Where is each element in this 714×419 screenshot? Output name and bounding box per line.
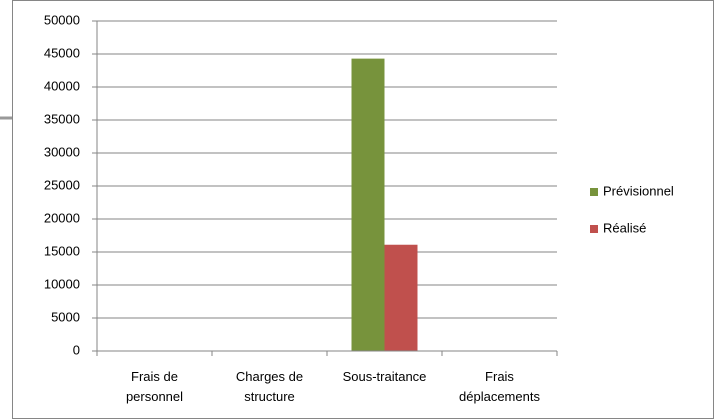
y-tick-label: 50000 [44, 12, 80, 27]
bar [384, 244, 418, 351]
y-tick-label: 10000 [44, 276, 80, 291]
x-tick-label: Sous-traitance [343, 369, 427, 384]
legend-label: Prévisionnel [603, 183, 674, 198]
legend-label: Réalisé [603, 220, 646, 235]
legend-swatch [590, 188, 598, 196]
y-tick-label: 45000 [44, 45, 80, 60]
y-tick-label: 40000 [44, 78, 80, 93]
legend-swatch [590, 225, 598, 233]
x-tick-label: Frais de personnel [126, 369, 183, 404]
x-tick-label: Charges de structure [236, 369, 303, 404]
y-tick-label: 5000 [51, 309, 80, 324]
y-tick-label: 30000 [44, 144, 80, 159]
bar [351, 58, 385, 352]
y-tick-label: 35000 [44, 111, 80, 126]
y-tick-label: 0 [73, 342, 80, 357]
y-tick-label: 20000 [44, 210, 80, 225]
x-tick-label: Frais déplacements [459, 369, 540, 404]
y-tick-label: 25000 [44, 177, 80, 192]
y-tick-label: 15000 [44, 243, 80, 258]
